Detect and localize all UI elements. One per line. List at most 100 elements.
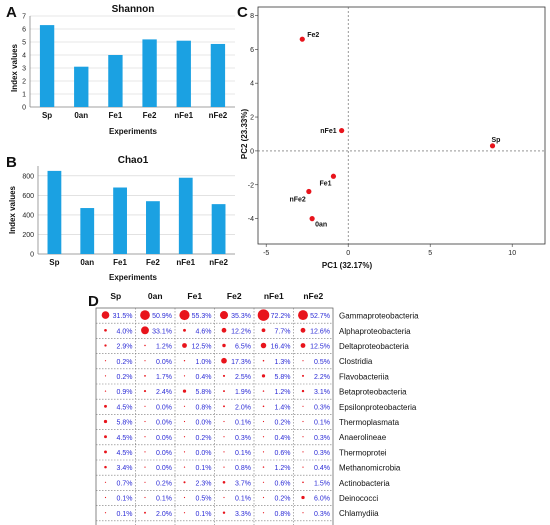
pca-xlabel: PC1 (32.17%) bbox=[322, 261, 373, 270]
table-cell-value: 0.4% bbox=[196, 374, 212, 381]
table-bubble bbox=[143, 390, 147, 393]
pca-point-label: 0an bbox=[315, 222, 327, 229]
pca-ytick-label: 0 bbox=[250, 148, 254, 155]
table-cell-value: 0.3% bbox=[314, 404, 330, 411]
table-column-header: Fe2 bbox=[227, 291, 242, 301]
table-bubble bbox=[301, 495, 305, 500]
table-row-label: Clostridia bbox=[339, 357, 373, 366]
chao1-bar bbox=[178, 177, 193, 254]
table-bubble bbox=[183, 420, 186, 423]
shannon-ytick-label: 6 bbox=[22, 27, 26, 34]
table-cell-value: 0.1% bbox=[156, 496, 172, 503]
table-bubble bbox=[223, 390, 225, 393]
table-cell-value: 0.4% bbox=[275, 435, 291, 442]
table-bubble bbox=[302, 512, 304, 514]
pca-ytick-label: -4 bbox=[248, 216, 254, 223]
shannon-bar bbox=[39, 25, 55, 108]
table-bubble bbox=[262, 420, 265, 423]
table-cell-value: 1.5% bbox=[314, 480, 330, 487]
table-bubble bbox=[183, 466, 186, 468]
table-row-label: Actinobacteria bbox=[339, 479, 390, 488]
shannon-title: Shannon bbox=[112, 4, 155, 15]
table-cell-value: 12.6% bbox=[310, 328, 330, 335]
table-cell-value: 72.2% bbox=[271, 313, 291, 320]
table-bubble bbox=[262, 405, 265, 408]
table-cell-value: 0.2% bbox=[117, 374, 133, 381]
table-column-header: nFe2 bbox=[303, 291, 323, 301]
table-cell-value: 6.5% bbox=[235, 344, 251, 351]
table-cell-value: 0.0% bbox=[156, 420, 172, 427]
pca-point-label: nFe1 bbox=[320, 128, 336, 135]
table-bubble bbox=[141, 326, 149, 335]
table-bubble bbox=[301, 374, 305, 377]
chao1-xtick-label: Fe1 bbox=[113, 258, 127, 267]
pca-point bbox=[306, 188, 312, 195]
chao1-xtick-label: 0an bbox=[80, 258, 94, 267]
chao1-bar bbox=[146, 201, 160, 254]
table-bubble bbox=[221, 357, 227, 364]
table-column-header: nFe1 bbox=[264, 291, 284, 301]
table-bubble bbox=[302, 405, 304, 407]
table-bubble bbox=[144, 466, 146, 468]
table-row-label: Thermoplasmata bbox=[339, 418, 400, 427]
panel-label-a: A bbox=[6, 4, 17, 21]
shannon-bar bbox=[108, 55, 123, 107]
table-cell-value: 0.0% bbox=[196, 420, 212, 427]
table-bubble bbox=[223, 466, 225, 468]
chao1-ytick-label: 800 bbox=[22, 173, 34, 180]
table-cell-value: 2.5% bbox=[235, 374, 251, 381]
table-bubble bbox=[144, 481, 146, 483]
shannon-bar bbox=[176, 40, 191, 108]
chao1-ytick-label: 600 bbox=[22, 193, 34, 200]
table-bubble bbox=[221, 327, 227, 333]
table-cell-value: 0.1% bbox=[235, 420, 251, 427]
shannon-ytick-label: 5 bbox=[22, 40, 26, 47]
table-bubble bbox=[140, 310, 150, 320]
table-bubble bbox=[104, 328, 107, 332]
pca-ytick-label: -2 bbox=[248, 182, 254, 189]
table-bubble bbox=[183, 496, 186, 499]
table-bubble bbox=[302, 436, 304, 438]
chao1-xtick-label: Sp bbox=[49, 258, 59, 267]
table-cell-value: 2.4% bbox=[156, 389, 172, 396]
table-cell-value: 5.8% bbox=[117, 420, 133, 427]
shannon-bar bbox=[142, 39, 157, 107]
pca-point-label: nFe2 bbox=[289, 197, 305, 204]
table-cell-value: 0.7% bbox=[117, 480, 133, 487]
table-cell-value: 5.8% bbox=[196, 389, 212, 396]
table-cell-value: 0.2% bbox=[275, 420, 291, 427]
table-bubble bbox=[104, 496, 107, 499]
table-bubble bbox=[302, 420, 304, 423]
shannon-bar-chart: Shannon Experiments Index values 0 1 2 3 4 5 6… bbox=[10, 4, 235, 136]
table-bubble bbox=[300, 327, 306, 333]
table-bubble bbox=[144, 436, 146, 438]
chao1-bar bbox=[211, 204, 226, 254]
pca-frame bbox=[257, 6, 546, 245]
table-cell-value: 17.3% bbox=[231, 359, 251, 366]
table-bubble bbox=[219, 311, 229, 320]
shannon-xtick-label: Fe2 bbox=[143, 111, 157, 120]
table-cell-value: 1.4% bbox=[275, 404, 291, 411]
chao1-xtick-label: nFe2 bbox=[209, 258, 228, 267]
pca-xtick-label: 0 bbox=[346, 250, 350, 257]
table-cell-value: 0.8% bbox=[196, 404, 212, 411]
table-cell-value: 4.5% bbox=[117, 450, 133, 457]
table-cell-value: 0.5% bbox=[314, 359, 330, 366]
shannon-xtick-label: Fe1 bbox=[109, 111, 123, 120]
table-bubble bbox=[262, 496, 265, 499]
table-bubble bbox=[104, 404, 107, 408]
panel-label-d: D bbox=[88, 293, 99, 310]
table-cell-value: 52.7% bbox=[310, 313, 330, 320]
table-cell-value: 0.0% bbox=[156, 465, 172, 472]
table-cell-value: 0.2% bbox=[117, 359, 133, 366]
pca-point-label: Fe1 bbox=[319, 180, 331, 187]
table-cell-value: 16.4% bbox=[271, 344, 291, 351]
table-cell-value: 0.3% bbox=[314, 450, 330, 457]
table-cell-value: 3.7% bbox=[235, 480, 251, 487]
table-bubble bbox=[302, 481, 304, 484]
table-bubble bbox=[144, 344, 146, 347]
table-bubble bbox=[262, 466, 265, 468]
table-bubble bbox=[144, 405, 146, 407]
table-cell-value: 0.1% bbox=[235, 496, 251, 503]
pca-point-label: Fe2 bbox=[307, 32, 319, 39]
